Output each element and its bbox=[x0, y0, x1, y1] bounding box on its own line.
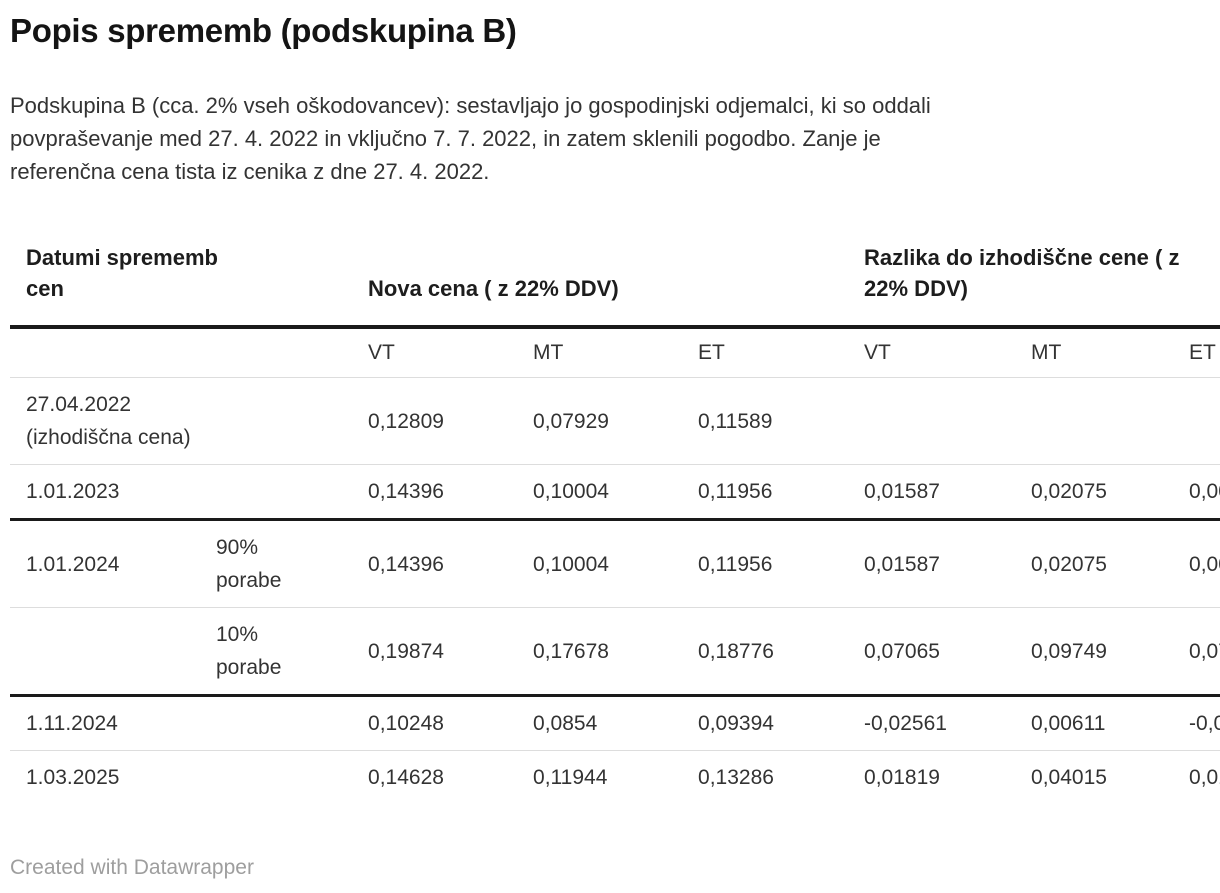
cell-share: 90% porabe bbox=[216, 536, 282, 592]
cell-vt-diff: 0,01587 bbox=[864, 480, 940, 503]
cell-et-new: 0,11589 bbox=[698, 409, 773, 433]
cell-vt-diff: 0,07065 bbox=[864, 639, 940, 663]
cell-et-diff bbox=[1173, 378, 1220, 465]
col-group-nova-cena-label: Nova cena ( z 22% DDV) bbox=[368, 276, 619, 301]
cell-share bbox=[200, 378, 352, 465]
table-row: 1.01.2023 0,14396 0,10004 0,11956 0,0158… bbox=[10, 465, 1220, 520]
cell-mt-diff: 0,04015 bbox=[1031, 766, 1107, 789]
cell-vt-new: 0,12809 bbox=[368, 409, 444, 433]
description-line: referenčna cena tista iz cenika z dne 27… bbox=[10, 159, 490, 184]
cell-et-new: 0,09394 bbox=[698, 712, 774, 735]
cell-vt-new: 0,14628 bbox=[368, 766, 444, 789]
cell-et-diff: 0,00367 bbox=[1189, 552, 1220, 576]
cell-vt-new: 0,19874 bbox=[368, 639, 444, 663]
cell-mt-diff: 0,00611 bbox=[1031, 712, 1106, 735]
sub-header-vt-diff: VT bbox=[848, 327, 1016, 378]
table-row: 1.11.2024 0,10248 0,0854 0,09394 -0,0256… bbox=[10, 696, 1220, 751]
cell-mt-diff: 0,02075 bbox=[1031, 552, 1107, 576]
cell-mt-diff bbox=[1015, 378, 1173, 465]
cell-mt-new: 0,11944 bbox=[533, 766, 608, 789]
cell-vt-new: 0,10248 bbox=[368, 712, 444, 735]
col-group-razlika-line1: Razlika do izhodiščne cene ( z bbox=[864, 245, 1180, 270]
table-row: 10% porabe 0,19874 0,17678 0,18776 0,0706… bbox=[10, 608, 1220, 696]
cell-et-diff: 0,00367 bbox=[1189, 480, 1220, 503]
cell-et-diff: -0,02195 bbox=[1189, 712, 1220, 735]
description-line: povpraševanje med 27. 4. 2022 in vključn… bbox=[10, 126, 881, 151]
cell-share bbox=[200, 696, 352, 751]
cell-et-new: 0,11956 bbox=[698, 552, 773, 576]
col-group-datumi-line2: cen bbox=[26, 276, 64, 301]
cell-mt-diff: 0,09749 bbox=[1031, 639, 1107, 663]
cell-mt-new: 0,07929 bbox=[533, 409, 609, 433]
cell-et-diff: 0,01697 bbox=[1189, 766, 1220, 789]
cell-vt-new: 0,14396 bbox=[368, 480, 444, 503]
cell-mt-new: 0,0854 bbox=[533, 712, 598, 735]
sub-header-empty bbox=[10, 327, 200, 378]
cell-date: 1.01.2023 bbox=[26, 480, 120, 503]
table-row: 1.03.2025 0,14628 0,11944 0,13286 0,0181… bbox=[10, 751, 1220, 805]
cell-date bbox=[10, 608, 200, 696]
cell-mt-new: 0,10004 bbox=[533, 552, 609, 576]
table-row: 1.01.2024 90% porabe 0,14396 0,10004 0,11… bbox=[10, 520, 1220, 608]
cell-vt-diff: -0,02561 bbox=[864, 712, 947, 735]
sub-header-mt-new: MT bbox=[517, 327, 683, 378]
description: Podskupina B (cca. 2% vseh oškodovancev)… bbox=[10, 89, 1210, 188]
col-group-nova-cena: Nova cena ( z 22% DDV) bbox=[352, 242, 848, 327]
cell-date: 1.11.2024 bbox=[26, 712, 118, 735]
column-group-header-row: Datumi sprememb cen Nova cena ( z 22% DD… bbox=[10, 242, 1220, 327]
col-group-razlika-line2: 22% DDV) bbox=[864, 276, 968, 301]
cell-et-diff: 0,07187 bbox=[1189, 639, 1220, 663]
cell-share bbox=[200, 465, 352, 520]
cell-share bbox=[200, 751, 352, 805]
cell-mt-new: 0,10004 bbox=[533, 480, 609, 503]
col-group-datumi: Datumi sprememb cen bbox=[10, 242, 352, 327]
datawrapper-credit-link[interactable]: Created with Datawrapper bbox=[10, 856, 254, 879]
sub-header-et-diff: ET bbox=[1173, 327, 1220, 378]
sub-header-et-new: ET bbox=[682, 327, 849, 378]
cell-date: 1.03.2025 bbox=[26, 766, 120, 789]
cell-vt-diff bbox=[848, 378, 1015, 465]
cell-et-new: 0,13286 bbox=[698, 766, 774, 789]
cell-mt-diff: 0,02075 bbox=[1031, 480, 1107, 503]
sub-header-empty bbox=[200, 327, 353, 378]
cell-date: 1.01.2024 bbox=[26, 552, 120, 576]
cell-mt-new: 0,17678 bbox=[533, 639, 609, 663]
sub-header-mt-diff: MT bbox=[1015, 327, 1174, 378]
page-title: Popis sprememb (podskupina B) bbox=[10, 12, 517, 49]
cell-share: 10% porabe bbox=[216, 623, 282, 679]
sub-header-row: VT MT ET VT MT ET bbox=[10, 327, 1220, 378]
cell-et-new: 0,11956 bbox=[698, 480, 773, 503]
cell-vt-diff: 0,01587 bbox=[864, 552, 940, 576]
cell-et-new: 0,18776 bbox=[698, 639, 774, 663]
col-group-razlika: Razlika do izhodiščne cene ( z 22% DDV) bbox=[848, 242, 1220, 327]
description-line: Podskupina B (cca. 2% vseh oškodovancev)… bbox=[10, 93, 931, 118]
cell-vt-new: 0,14396 bbox=[368, 552, 444, 576]
cell-date: 27.04.2022 (izhodiščna cena) bbox=[26, 393, 191, 449]
price-change-table: Datumi sprememb cen Nova cena ( z 22% DD… bbox=[10, 242, 1220, 804]
sub-header-vt-new: VT bbox=[352, 327, 518, 378]
cell-vt-diff: 0,01819 bbox=[864, 766, 940, 789]
col-group-datumi-line1: Datumi sprememb bbox=[26, 245, 218, 270]
table-row: 27.04.2022 (izhodiščna cena) 0,12809 0,07… bbox=[10, 378, 1220, 465]
